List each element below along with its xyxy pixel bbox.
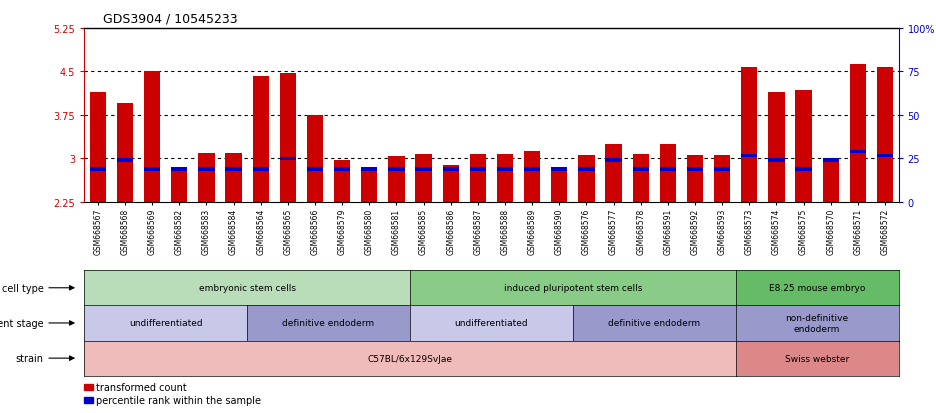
- Bar: [253, 168, 269, 171]
- Text: non-definitive
endoderm: non-definitive endoderm: [785, 313, 849, 333]
- Text: percentile rank within the sample: percentile rank within the sample: [96, 395, 261, 405]
- Bar: [280, 157, 296, 161]
- Bar: [714, 168, 730, 171]
- Bar: [850, 150, 866, 154]
- Bar: [84, 384, 93, 390]
- Text: development stage: development stage: [0, 318, 44, 328]
- Bar: [823, 159, 839, 162]
- Bar: [334, 161, 350, 202]
- Bar: [551, 168, 567, 171]
- Bar: [198, 168, 214, 171]
- Bar: [307, 116, 323, 202]
- Bar: [84, 397, 93, 403]
- Bar: [578, 168, 594, 171]
- Bar: [633, 168, 649, 171]
- Bar: [633, 154, 649, 202]
- Bar: [660, 145, 676, 202]
- Text: undifferentiated: undifferentiated: [455, 319, 528, 328]
- Bar: [144, 168, 160, 171]
- Bar: [416, 168, 431, 171]
- Text: transformed count: transformed count: [96, 382, 186, 392]
- Bar: [470, 154, 486, 202]
- Bar: [741, 154, 757, 158]
- Bar: [768, 159, 784, 162]
- Bar: [117, 104, 133, 202]
- Bar: [144, 72, 160, 202]
- Bar: [606, 145, 622, 202]
- Text: definitive endoderm: definitive endoderm: [283, 319, 374, 328]
- Bar: [171, 168, 187, 171]
- Text: E8.25 mouse embryo: E8.25 mouse embryo: [769, 284, 865, 292]
- Bar: [578, 156, 594, 202]
- Bar: [280, 74, 296, 202]
- Bar: [524, 152, 540, 202]
- Bar: [524, 168, 540, 171]
- Bar: [253, 77, 269, 202]
- Bar: [660, 168, 676, 171]
- Bar: [877, 154, 893, 158]
- Bar: [90, 93, 106, 202]
- Bar: [198, 153, 214, 202]
- Bar: [334, 168, 350, 171]
- Text: embryonic stem cells: embryonic stem cells: [198, 284, 296, 292]
- Bar: [551, 169, 567, 202]
- Bar: [388, 157, 404, 202]
- Bar: [741, 68, 757, 202]
- Bar: [388, 168, 404, 171]
- Bar: [226, 168, 241, 171]
- Text: strain: strain: [16, 353, 44, 363]
- Bar: [497, 154, 513, 202]
- Bar: [90, 168, 106, 171]
- Bar: [497, 168, 513, 171]
- Bar: [361, 168, 377, 171]
- Bar: [470, 168, 486, 171]
- Bar: [714, 156, 730, 202]
- Text: induced pluripotent stem cells: induced pluripotent stem cells: [504, 284, 642, 292]
- Bar: [307, 168, 323, 171]
- Bar: [606, 159, 622, 162]
- Text: undifferentiated: undifferentiated: [129, 319, 202, 328]
- Bar: [443, 168, 459, 171]
- Bar: [687, 156, 703, 202]
- Bar: [850, 65, 866, 202]
- Bar: [416, 154, 431, 202]
- Bar: [768, 93, 784, 202]
- Bar: [823, 159, 839, 202]
- Bar: [796, 91, 812, 202]
- Text: Swiss webster: Swiss webster: [785, 354, 849, 363]
- Bar: [361, 169, 377, 202]
- Text: definitive endoderm: definitive endoderm: [608, 319, 700, 328]
- Text: cell type: cell type: [2, 283, 44, 293]
- Text: GDS3904 / 10545233: GDS3904 / 10545233: [103, 12, 238, 25]
- Bar: [796, 168, 812, 171]
- Bar: [877, 68, 893, 202]
- Text: C57BL/6x129SvJae: C57BL/6x129SvJae: [368, 354, 452, 363]
- Bar: [171, 168, 187, 202]
- Bar: [226, 153, 241, 202]
- Bar: [117, 159, 133, 162]
- Bar: [443, 166, 459, 202]
- Bar: [687, 168, 703, 171]
